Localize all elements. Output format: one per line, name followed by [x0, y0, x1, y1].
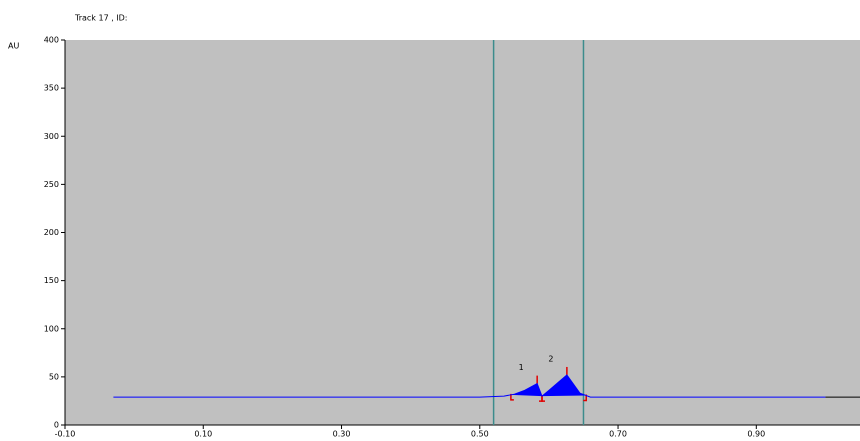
y-tick-label: 400 [44, 36, 59, 45]
x-tick-label: 0.90 [747, 430, 765, 439]
y-tick-label: 100 [44, 324, 59, 333]
y-tick-label: 50 [49, 372, 59, 381]
x-tick-label: 0.30 [333, 430, 351, 439]
x-tick-label: 0.50 [471, 430, 489, 439]
peak-start-marker [510, 393, 514, 401]
peak-area [542, 374, 587, 397]
x-tick-label: -0.10 [55, 430, 76, 439]
y-tick-label: 350 [44, 84, 59, 93]
x-tick-label: 0.70 [609, 430, 627, 439]
y-tick-label: 300 [44, 132, 59, 141]
y-tick-label: 150 [44, 276, 59, 285]
chart-title: Track 17 , ID: [74, 14, 128, 23]
y-axis-label: AU [8, 42, 19, 51]
signal-trace [113, 374, 826, 398]
plot-area [65, 40, 860, 425]
x-tick-label: 0.10 [194, 430, 212, 439]
y-tick-label: 200 [44, 228, 59, 237]
peak-start-marker [541, 395, 545, 402]
peak-end-marker [583, 394, 587, 402]
y-tick-label: 0 [54, 421, 59, 430]
peak-label: 2 [548, 354, 553, 363]
peak-label: 1 [519, 363, 524, 372]
y-tick-label: 250 [44, 180, 59, 189]
